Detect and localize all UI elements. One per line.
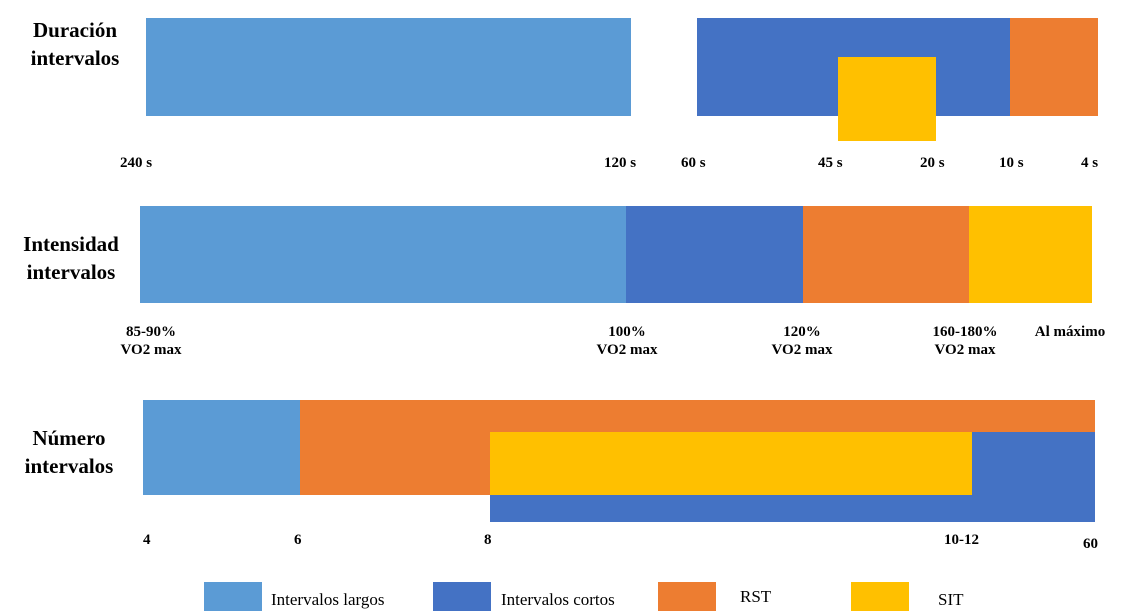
- numero-tick-8: 8: [484, 532, 492, 548]
- intensidad-bar-intervalos-cortos: [626, 206, 803, 303]
- intensidad-tick-al-maximo-line1: Al máximo: [1034, 324, 1106, 340]
- duracion-tick-120s: 120 s: [604, 155, 637, 171]
- duracion-tick-10s: 10 s: [999, 155, 1024, 171]
- row-label-duracion: Duración intervalos: [20, 16, 130, 72]
- row-label-duracion-line2: intervalos: [30, 46, 120, 70]
- row-label-intensidad-line2: intervalos: [26, 260, 116, 284]
- numero-tick-4: 4: [143, 532, 151, 548]
- intensidad-tick-85-90-line1: 85-90%: [126, 324, 176, 340]
- intensidad-tick-160-180-line1: 160-180%: [932, 324, 998, 340]
- intensidad-tick-al-maximo: Al máximo: [1022, 323, 1118, 341]
- row-label-numero: Número intervalos: [14, 424, 124, 480]
- duracion-tick-45s: 45 s: [818, 155, 843, 171]
- row-label-duracion-line1: Duración: [33, 18, 117, 42]
- legend-swatch-intervalos-largos: [204, 582, 262, 611]
- intensidad-tick-120: 120% VO2 max: [747, 323, 857, 359]
- legend-swatch-sit: [851, 582, 909, 611]
- duracion-tick-240s: 240 s: [120, 155, 153, 171]
- numero-bar-intervalos-cortos-right: [972, 432, 1095, 495]
- numero-tick-6: 6: [294, 532, 302, 548]
- duracion-tick-20s: 20 s: [920, 155, 945, 171]
- legend-swatch-rst: [658, 582, 716, 611]
- intensidad-tick-100-line2: VO2 max: [596, 342, 658, 358]
- row-label-numero-line1: Número: [32, 426, 106, 450]
- duracion-bar-sit: [838, 57, 936, 141]
- legend-swatch-intervalos-cortos: [433, 582, 491, 611]
- legend-label-intervalos-largos: Intervalos largos: [271, 590, 385, 609]
- intensidad-tick-100-line1: 100%: [608, 324, 646, 340]
- duracion-tick-4s: 4 s: [1081, 155, 1099, 171]
- numero-tick-60: 60: [1083, 536, 1098, 552]
- intensidad-tick-100: 100% VO2 max: [572, 323, 682, 359]
- intensidad-tick-160-180-line2: VO2 max: [934, 342, 996, 358]
- intensidad-tick-85-90-line2: VO2 max: [120, 342, 182, 358]
- numero-bar-intervalos-cortos-lower: [490, 495, 1095, 522]
- row-label-intensidad-line1: Intensidad: [23, 232, 119, 256]
- legend-label-sit: SIT: [938, 590, 964, 609]
- intensidad-tick-160-180: 160-180% VO2 max: [910, 323, 1020, 359]
- duracion-bar-intervalos-largos: [146, 18, 631, 116]
- row-label-intensidad: Intensidad intervalos: [6, 230, 136, 286]
- intensidad-tick-85-90: 85-90% VO2 max: [96, 323, 206, 359]
- numero-bar-intervalos-largos: [143, 400, 300, 495]
- numero-tick-10-12: 10-12: [944, 532, 979, 548]
- intensidad-bar-intervalos-largos: [140, 206, 626, 303]
- intensidad-bar-rst: [803, 206, 969, 303]
- numero-bar-sit: [490, 432, 972, 495]
- intensidad-bar-sit: [969, 206, 1092, 303]
- duracion-tick-60s: 60 s: [681, 155, 706, 171]
- duracion-bar-rst: [1010, 18, 1098, 116]
- legend-label-rst: RST: [740, 587, 772, 606]
- intensidad-tick-120-line1: 120%: [783, 324, 821, 340]
- intensidad-tick-120-line2: VO2 max: [771, 342, 833, 358]
- legend-label-intervalos-cortos: Intervalos cortos: [501, 590, 615, 609]
- row-label-numero-line2: intervalos: [24, 454, 114, 478]
